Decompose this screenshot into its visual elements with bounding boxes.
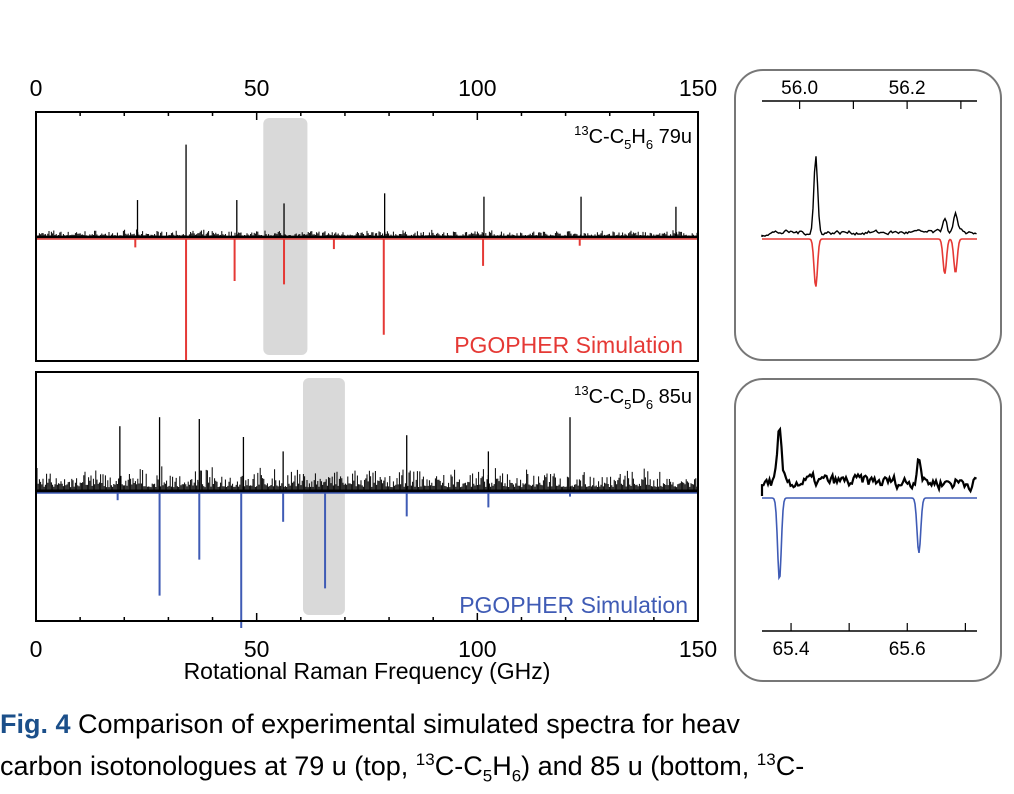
experiment-noise <box>36 466 698 491</box>
x-axis-label: Rotational Raman Frequency (GHz) <box>184 658 551 684</box>
bottom-spectrum-panel: 0 50 100 150 13C-C5D6 85u PGOPHER Simulatio… <box>30 371 717 684</box>
species-label: 13C-C5H6 79u <box>574 123 692 152</box>
zoom-tick-label: 65.6 <box>889 639 926 660</box>
zoom-tick-label: 56.2 <box>889 78 926 99</box>
bottom-tick-label: 100 <box>458 636 496 662</box>
top-zoom-panel: 56.0 56.2 <box>734 69 1002 361</box>
caption-line-2: carbon isotonologues at 79 u (top, 13C-C… <box>0 750 805 786</box>
simulation-trace <box>762 497 977 581</box>
panel-frame <box>35 371 699 622</box>
figure-caption: Fig. 4 Comparison of experimental simula… <box>0 706 1014 794</box>
bottom-zoom-panel: 65.4 65.6 <box>734 378 1002 682</box>
bottom-tick-label: 50 <box>244 636 270 662</box>
top-tick-label: 0 <box>30 75 43 101</box>
spectra-figure: 0 50 100 150 13C-C5H6 79u PGOPHER Simulatio… <box>30 69 1002 684</box>
simulation-trace <box>762 238 977 287</box>
simulation-legend: PGOPHER Simulation <box>459 592 688 618</box>
top-tick-label: 150 <box>679 75 717 101</box>
bottom-tick-label: 150 <box>679 636 717 662</box>
zoom-tick-label: 65.4 <box>773 639 810 660</box>
experiment-trace <box>761 156 977 237</box>
figure-label: Fig. 4 <box>0 709 71 739</box>
top-spectrum-panel: 0 50 100 150 13C-C5H6 79u PGOPHER Simulatio… <box>30 75 717 362</box>
experiment-trace <box>760 426 977 496</box>
top-tick-label: 100 <box>458 75 496 101</box>
zoom-frame <box>734 69 1002 361</box>
bottom-tick-label: 0 <box>30 636 43 662</box>
zoom-frame <box>734 378 1002 682</box>
species-label: 13C-C5D6 85u <box>574 383 692 412</box>
panel-frame <box>35 111 699 362</box>
zoom-tick-label: 56.0 <box>781 78 818 99</box>
highlight-region <box>303 378 345 615</box>
top-tick-label: 50 <box>244 75 270 101</box>
simulation-legend: PGOPHER Simulation <box>454 332 683 358</box>
caption-line-1: Comparison of experimental simulated spe… <box>70 709 740 739</box>
